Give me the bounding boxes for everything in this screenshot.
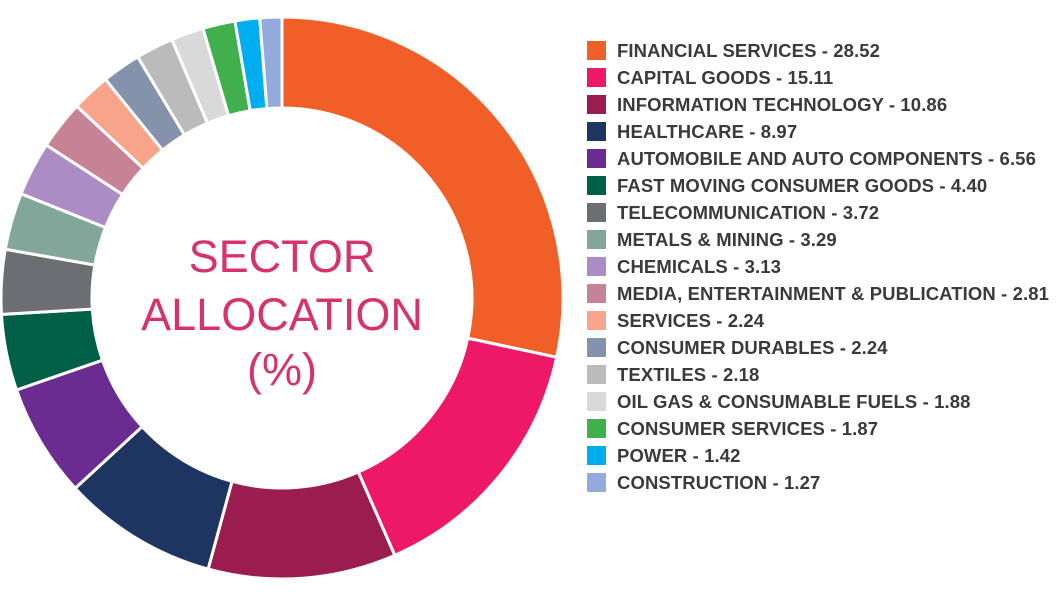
legend-swatch	[587, 176, 606, 195]
legend-label: POWER - 1.42	[617, 445, 741, 466]
legend-swatch	[587, 446, 606, 465]
legend-item: MEDIA, ENTERTAINMENT & PUBLICATION - 2.8…	[587, 280, 1057, 307]
legend-label: FAST MOVING CONSUMER GOODS - 4.40	[617, 175, 988, 196]
legend-item: OIL GAS & CONSUMABLE FUELS - 1.88	[587, 388, 1057, 415]
legend-item: FINANCIAL SERVICES - 28.52	[587, 37, 1057, 64]
legend-item: CHEMICALS - 3.13	[587, 253, 1057, 280]
legend-swatch	[587, 41, 606, 60]
legend-label: SERVICES - 2.24	[617, 310, 765, 331]
legend-swatch	[587, 392, 606, 411]
legend-swatch	[587, 419, 606, 438]
chart-title-line-2: ALLOCATION	[141, 289, 423, 340]
legend-swatch	[587, 149, 606, 168]
legend-label: HEALTHCARE - 8.97	[617, 121, 798, 142]
donut-slices	[0, 15, 565, 581]
donut-chart: SECTOR ALLOCATION (%)	[0, 15, 565, 581]
chart-title-line-3: (%)	[247, 344, 317, 395]
legend-item: AUTOMOBILE AND AUTO COMPONENTS - 6.56	[587, 145, 1057, 172]
legend-label: TELECOMMUNICATION - 3.72	[617, 202, 880, 223]
legend-swatch	[587, 473, 606, 492]
legend-label: CAPITAL GOODS - 15.11	[617, 67, 834, 88]
legend-label: CONSUMER DURABLES - 2.24	[617, 337, 888, 358]
legend-item: POWER - 1.42	[587, 442, 1057, 469]
slice-2	[206, 470, 397, 581]
legend-label: CONSUMER SERVICES - 1.87	[617, 418, 879, 439]
legend-swatch	[587, 311, 606, 330]
slice-1	[356, 336, 559, 558]
legend-item: TELECOMMUNICATION - 3.72	[587, 199, 1057, 226]
legend-swatch	[587, 284, 606, 303]
slice-0	[280, 15, 565, 360]
legend-swatch	[587, 68, 606, 87]
legend-swatch	[587, 122, 606, 141]
legend-swatch	[587, 230, 606, 249]
legend-swatch	[587, 203, 606, 222]
legend-item: SERVICES - 2.24	[587, 307, 1057, 334]
legend-label: INFORMATION TECHNOLOGY - 10.86	[617, 94, 948, 115]
legend-swatch	[587, 257, 606, 276]
slice-16	[258, 15, 284, 111]
legend-label: CHEMICALS - 3.13	[617, 256, 782, 277]
legend-label: AUTOMOBILE AND AUTO COMPONENTS - 6.56	[617, 148, 1036, 169]
legend-swatch	[587, 338, 606, 357]
chart-legend: FINANCIAL SERVICES - 28.52 CAPITAL GOODS …	[587, 37, 1057, 496]
legend-item: CAPITAL GOODS - 15.11	[587, 64, 1057, 91]
legend-item: CONSTRUCTION - 1.27	[587, 469, 1057, 496]
legend-item: TEXTILES - 2.18	[587, 361, 1057, 388]
legend-label: MEDIA, ENTERTAINMENT & PUBLICATION - 2.8…	[617, 283, 1050, 304]
legend-item: FAST MOVING CONSUMER GOODS - 4.40	[587, 172, 1057, 199]
legend-item: CONSUMER DURABLES - 2.24	[587, 334, 1057, 361]
legend-item: CONSUMER SERVICES - 1.87	[587, 415, 1057, 442]
legend-label: METALS & MINING - 3.29	[617, 229, 837, 250]
legend-label: FINANCIAL SERVICES - 28.52	[617, 40, 881, 61]
legend-item: METALS & MINING - 3.29	[587, 226, 1057, 253]
legend-swatch	[587, 365, 606, 384]
legend-item: HEALTHCARE - 8.97	[587, 118, 1057, 145]
legend-label: CONSTRUCTION - 1.27	[617, 472, 821, 493]
chart-title-line-1: SECTOR	[189, 231, 376, 282]
legend-item: INFORMATION TECHNOLOGY - 10.86	[587, 91, 1057, 118]
legend-label: TEXTILES - 2.18	[617, 364, 760, 385]
legend-label: OIL GAS & CONSUMABLE FUELS - 1.88	[617, 391, 971, 412]
legend-swatch	[587, 95, 606, 114]
